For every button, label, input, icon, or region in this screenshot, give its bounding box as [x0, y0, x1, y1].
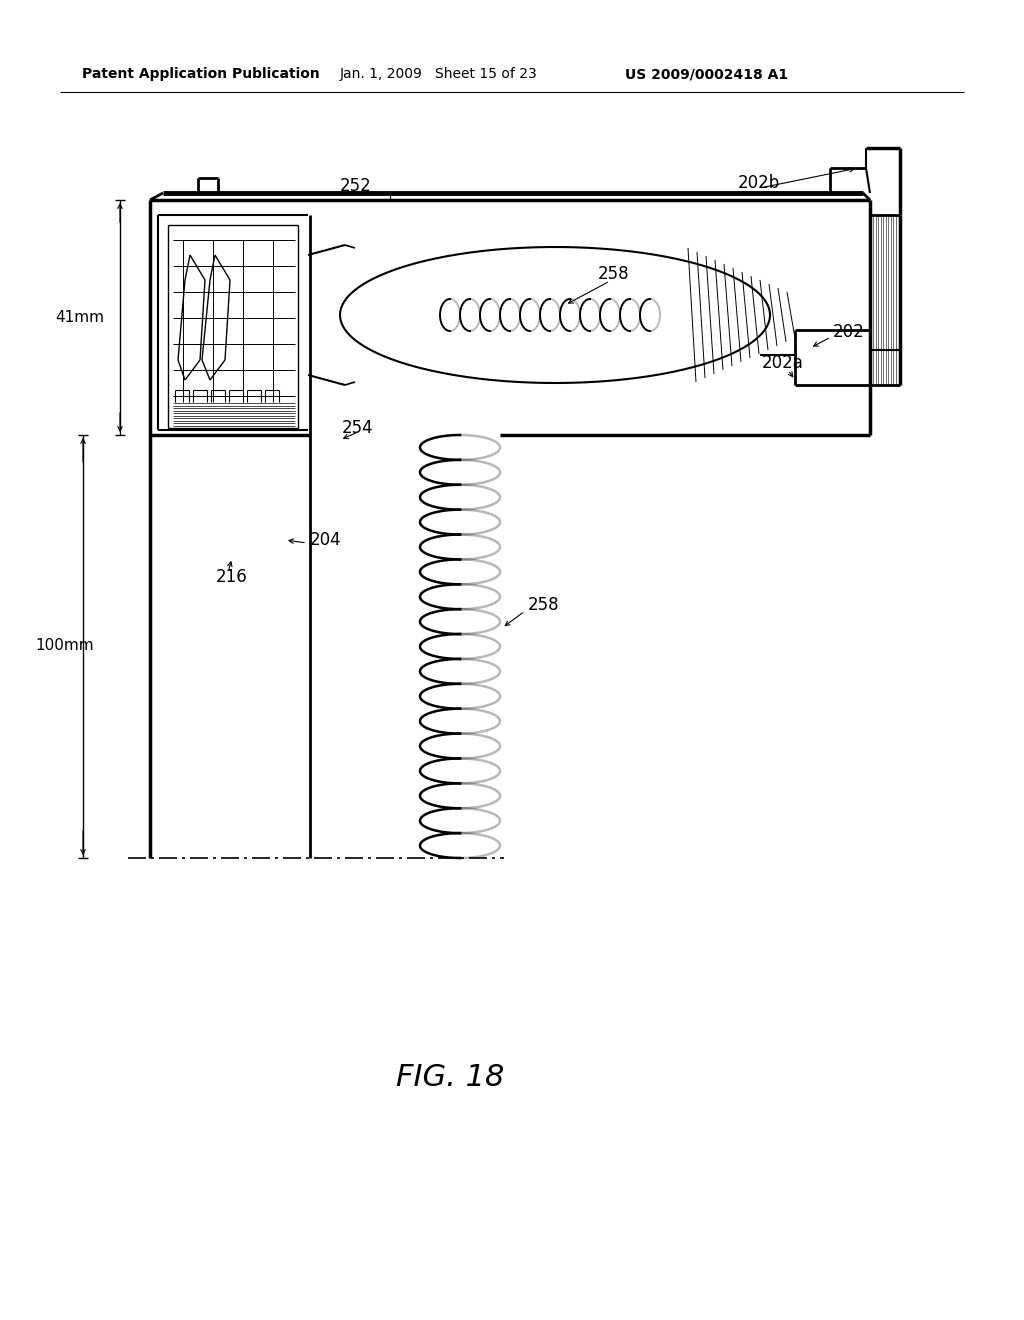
Text: 202: 202 — [833, 323, 864, 341]
Text: US 2009/0002418 A1: US 2009/0002418 A1 — [625, 67, 788, 81]
Text: 258: 258 — [528, 597, 560, 614]
Text: 41mm: 41mm — [55, 310, 104, 326]
Text: Patent Application Publication: Patent Application Publication — [82, 67, 319, 81]
Text: 202b: 202b — [738, 174, 780, 191]
Text: 100mm: 100mm — [35, 639, 93, 653]
Text: 258: 258 — [598, 265, 630, 282]
Text: 254: 254 — [342, 418, 374, 437]
Text: Jan. 1, 2009   Sheet 15 of 23: Jan. 1, 2009 Sheet 15 of 23 — [340, 67, 538, 81]
Text: 216: 216 — [216, 568, 248, 586]
Text: FIG. 18: FIG. 18 — [396, 1064, 504, 1093]
Text: 204: 204 — [310, 531, 342, 549]
Text: 252: 252 — [340, 177, 372, 195]
Text: 202a: 202a — [762, 354, 804, 372]
